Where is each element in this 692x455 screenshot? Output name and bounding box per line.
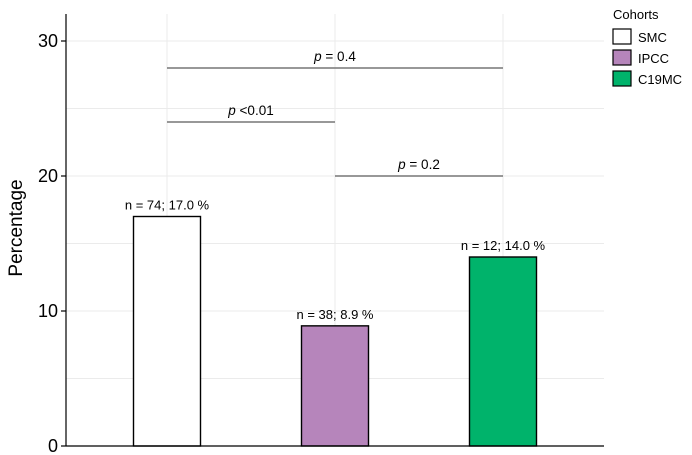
legend-label: IPCC	[638, 51, 669, 66]
y-tick-label: 10	[38, 301, 58, 321]
legend-swatch	[612, 49, 632, 66]
legend-swatch	[612, 28, 632, 45]
legend-title: Cohorts	[613, 7, 659, 22]
bars: n = 74; 17.0 % n = 38; 8.9 % n = 12; 14.0 …	[125, 198, 546, 447]
y-axis-title: Percentage	[6, 179, 27, 276]
bar-c19mc	[468, 256, 538, 447]
y-tick-label: 30	[38, 31, 58, 51]
bar-value-label: n = 12; 14.0 %	[461, 238, 546, 253]
bar-value-label: n = 74; 17.0 %	[125, 198, 210, 213]
y-tick-label: 20	[38, 166, 58, 186]
p-value-label: p = 0.4	[313, 49, 356, 64]
bar-ipcc	[300, 325, 370, 447]
p-value-label: p <0.01	[227, 103, 273, 118]
bar-value-label: n = 38; 8.9 %	[297, 307, 374, 322]
y-tick-label: 0	[48, 436, 58, 455]
legend-swatch	[612, 70, 632, 87]
bar-smc	[132, 215, 202, 447]
significance-brackets: p = 0.4 p <0.01 p = 0.2	[167, 49, 503, 177]
y-axis: 0 10 20 30	[38, 14, 604, 455]
p-value-label: p = 0.2	[397, 157, 440, 172]
legend: Cohorts SMC IPCC C19MC	[612, 7, 682, 87]
legend-label: SMC	[638, 30, 667, 45]
legend-label: C19MC	[638, 72, 682, 87]
